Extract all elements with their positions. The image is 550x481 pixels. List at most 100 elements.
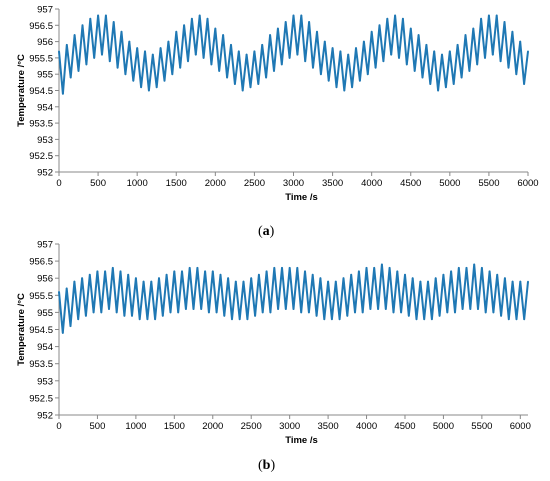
- data-point: [167, 40, 170, 43]
- data-point: [104, 270, 107, 273]
- y-tick-label: 956.5: [29, 21, 53, 32]
- data-point: [115, 311, 118, 314]
- x-tick-label: 6000: [510, 421, 531, 432]
- data-point: [359, 79, 361, 82]
- data-point: [523, 83, 525, 85]
- data-point: [284, 21, 287, 23]
- data-point: [342, 277, 345, 280]
- data-point: [323, 318, 326, 321]
- data-point: [257, 83, 260, 85]
- data-point: [377, 308, 379, 310]
- x-tick-label: 4000: [356, 421, 377, 432]
- y-tick-label: 957: [37, 240, 53, 251]
- data-point: [480, 17, 482, 20]
- data-point: [101, 53, 103, 56]
- data-point: [430, 318, 433, 321]
- data-point: [421, 76, 424, 79]
- data-point: [300, 311, 303, 314]
- data-point: [183, 24, 185, 27]
- data-point: [284, 308, 287, 310]
- data-point: [450, 270, 453, 273]
- data-point: [499, 60, 502, 63]
- data-point: [351, 86, 354, 89]
- data-point: [382, 60, 385, 63]
- x-tick-label: 0: [56, 178, 61, 189]
- caption-b: (b): [258, 458, 275, 474]
- y-tick-label: 955: [37, 70, 53, 81]
- data-point: [73, 34, 76, 36]
- data-point: [402, 17, 404, 20]
- data-point: [296, 267, 299, 269]
- data-point: [81, 24, 84, 27]
- data-point: [468, 70, 471, 72]
- data-point: [465, 267, 468, 269]
- data-point: [378, 24, 381, 27]
- data-point: [507, 66, 510, 69]
- y-tick-label: 954.5: [29, 86, 53, 97]
- data-point: [323, 40, 326, 43]
- data-point: [437, 89, 440, 92]
- data-point: [519, 280, 522, 283]
- data-point: [334, 280, 337, 283]
- data-point: [304, 60, 307, 63]
- data-point: [281, 267, 283, 269]
- data-point: [500, 314, 502, 317]
- data-point: [187, 60, 189, 63]
- data-point: [246, 318, 249, 321]
- data-point: [433, 50, 436, 53]
- data-point: [65, 287, 68, 290]
- y-axis-label: Temperature /°C: [16, 54, 27, 127]
- y-tick-label: 954: [37, 342, 53, 353]
- data-point: [461, 308, 464, 310]
- data-point: [230, 43, 232, 46]
- data-point: [62, 92, 64, 95]
- data-point: [396, 270, 399, 273]
- data-point: [346, 314, 349, 317]
- data-point: [331, 318, 333, 321]
- data-point: [173, 270, 176, 273]
- data-point: [415, 318, 418, 321]
- y-tick-label: 955: [37, 308, 53, 319]
- x-tick-label: 4000: [361, 178, 382, 189]
- data-point: [108, 308, 110, 310]
- data-point: [190, 17, 193, 20]
- data-point: [488, 270, 491, 273]
- data-point: [196, 267, 199, 269]
- data-point: [388, 267, 391, 269]
- data-point: [405, 63, 408, 66]
- data-point: [269, 34, 271, 36]
- data-point: [88, 273, 91, 276]
- data-point: [208, 311, 210, 314]
- data-point: [300, 14, 303, 17]
- data-point: [142, 280, 145, 283]
- data-point: [158, 277, 160, 280]
- data-point: [488, 14, 490, 17]
- data-point: [277, 308, 280, 310]
- x-tick-label: 1000: [125, 421, 146, 432]
- data-point: [233, 83, 236, 85]
- x-tick-label: 3000: [279, 421, 300, 432]
- data-point: [319, 277, 322, 280]
- data-point: [527, 50, 529, 53]
- y-tick-label: 954: [37, 102, 53, 113]
- x-tick-label: 500: [90, 178, 106, 189]
- data-point: [491, 53, 494, 56]
- x-tick-label: 4500: [394, 421, 415, 432]
- data-point: [448, 50, 451, 53]
- x-tick-label: 2000: [205, 178, 226, 189]
- data-point: [134, 277, 137, 280]
- data-point: [492, 311, 495, 314]
- data-point: [161, 314, 164, 317]
- data-point: [231, 318, 233, 321]
- data-point: [394, 14, 397, 17]
- data-point: [292, 14, 295, 17]
- data-point: [198, 14, 201, 17]
- data-point: [119, 270, 122, 273]
- data-point: [151, 53, 154, 56]
- data-point: [460, 76, 463, 79]
- data-point: [215, 311, 218, 314]
- data-point: [304, 270, 306, 273]
- data-point: [311, 273, 314, 276]
- data-point: [175, 30, 178, 33]
- data-point: [77, 318, 80, 321]
